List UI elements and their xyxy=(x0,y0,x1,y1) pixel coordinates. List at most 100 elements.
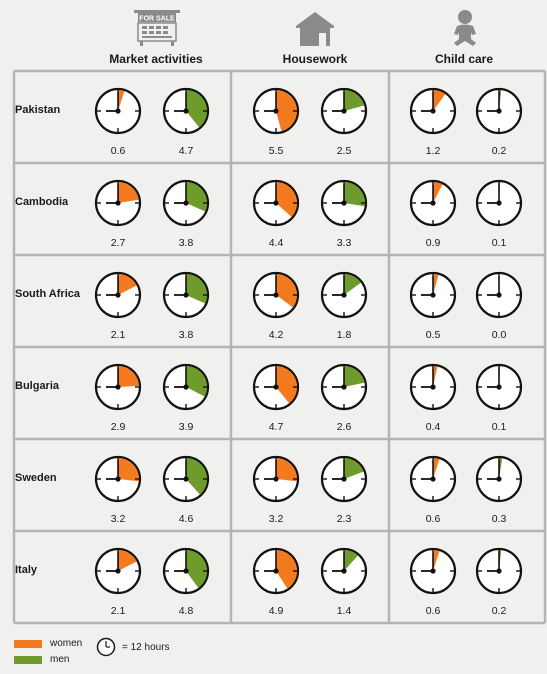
value-label: 3.8 xyxy=(179,237,194,249)
clock-center xyxy=(183,292,189,298)
clock-men xyxy=(162,271,210,319)
clock-women xyxy=(94,271,142,319)
clock-sector xyxy=(433,458,440,479)
clock-men xyxy=(162,87,210,135)
clock-center xyxy=(496,384,502,390)
clock-sector xyxy=(344,458,364,479)
value-label: 1.8 xyxy=(337,329,352,341)
value-label: 0.1 xyxy=(492,237,507,249)
clock-sector xyxy=(276,90,297,132)
clock-center xyxy=(496,476,502,482)
clock-sector xyxy=(499,458,503,479)
clock-women xyxy=(409,547,457,595)
clock-icon xyxy=(96,637,116,657)
clock-sector xyxy=(433,274,439,295)
country-label: Sweden xyxy=(15,472,57,484)
sign-text: FOR SALE xyxy=(139,16,175,23)
clock-center xyxy=(273,292,279,298)
legend-swatch-men xyxy=(14,656,42,664)
clock-sector xyxy=(344,182,365,207)
clock-women xyxy=(94,363,142,411)
clock-center xyxy=(183,476,189,482)
value-label: 0.6 xyxy=(111,145,126,157)
clock-center xyxy=(496,568,502,574)
clock-center xyxy=(430,476,436,482)
clock-center xyxy=(115,384,121,390)
value-label: 2.6 xyxy=(337,421,352,433)
value-label: 2.3 xyxy=(337,513,352,525)
clock-men xyxy=(162,363,210,411)
clock-center xyxy=(183,108,189,114)
value-label: 0.2 xyxy=(492,605,507,617)
column-title-housework: Housework xyxy=(282,52,348,66)
clock-men xyxy=(320,271,368,319)
clock-men xyxy=(320,363,368,411)
clock-sector xyxy=(118,458,139,482)
clock-women xyxy=(94,87,142,135)
value-label: 4.7 xyxy=(179,145,194,157)
clock-men xyxy=(475,455,523,503)
value-label: 4.4 xyxy=(269,237,284,249)
clock-center xyxy=(341,200,347,206)
value-label: 2.1 xyxy=(111,329,126,341)
column-title-market: Market activities xyxy=(109,52,203,66)
legend-label-women: women xyxy=(50,638,83,649)
clock-sector xyxy=(118,182,139,203)
clock-center xyxy=(496,108,502,114)
value-label: 0.9 xyxy=(426,237,441,249)
clock-sector xyxy=(276,458,297,482)
value-label: 5.5 xyxy=(269,145,284,157)
clock-center xyxy=(115,108,121,114)
clock-center xyxy=(273,384,279,390)
clock-sector xyxy=(344,90,365,111)
house-icon xyxy=(296,12,334,46)
clock-men xyxy=(475,87,523,135)
clock-sector xyxy=(433,366,438,387)
clock-men xyxy=(320,455,368,503)
clock-women xyxy=(94,455,142,503)
clock-women xyxy=(94,179,142,227)
clock-sector xyxy=(433,90,446,111)
clock-sector xyxy=(186,90,208,128)
value-label: 0.6 xyxy=(426,605,441,617)
value-label: 4.8 xyxy=(179,605,194,617)
clock-center xyxy=(496,292,502,298)
clock-women xyxy=(252,179,300,227)
value-label: 3.2 xyxy=(111,513,126,525)
value-label: 2.9 xyxy=(111,421,126,433)
clock-women xyxy=(252,363,300,411)
clock-sector xyxy=(186,182,207,212)
clock-sector xyxy=(276,274,297,308)
country-label: Bulgaria xyxy=(15,380,60,392)
country-label: South Africa xyxy=(15,288,80,300)
clock-women xyxy=(252,455,300,503)
clock-men xyxy=(475,271,523,319)
clock-sector xyxy=(344,274,361,295)
clock-center xyxy=(273,200,279,206)
clock-center xyxy=(273,108,279,114)
value-label: 2.1 xyxy=(111,605,126,617)
clock-center xyxy=(341,292,347,298)
value-label: 3.2 xyxy=(269,513,284,525)
clock-men xyxy=(475,363,523,411)
value-label: 0.3 xyxy=(492,513,507,525)
clock-center xyxy=(496,200,502,206)
clock-men xyxy=(162,455,210,503)
value-label: 0.0 xyxy=(492,329,507,341)
clock-sector xyxy=(344,366,365,387)
value-label: 1.4 xyxy=(337,605,352,617)
clock-center xyxy=(341,476,347,482)
clock-center xyxy=(430,292,436,298)
country-label: Italy xyxy=(15,564,38,576)
clock-sector xyxy=(118,366,139,387)
clock-center xyxy=(115,476,121,482)
clock-sector xyxy=(433,550,440,571)
value-label: 4.2 xyxy=(269,329,284,341)
column-title-childcare: Child care xyxy=(434,52,494,66)
value-label: 0.6 xyxy=(426,513,441,525)
value-label: 0.1 xyxy=(492,421,507,433)
clock-women xyxy=(409,363,457,411)
legend-clock-note: = 12 hours xyxy=(122,642,170,653)
clock-men xyxy=(475,547,523,595)
